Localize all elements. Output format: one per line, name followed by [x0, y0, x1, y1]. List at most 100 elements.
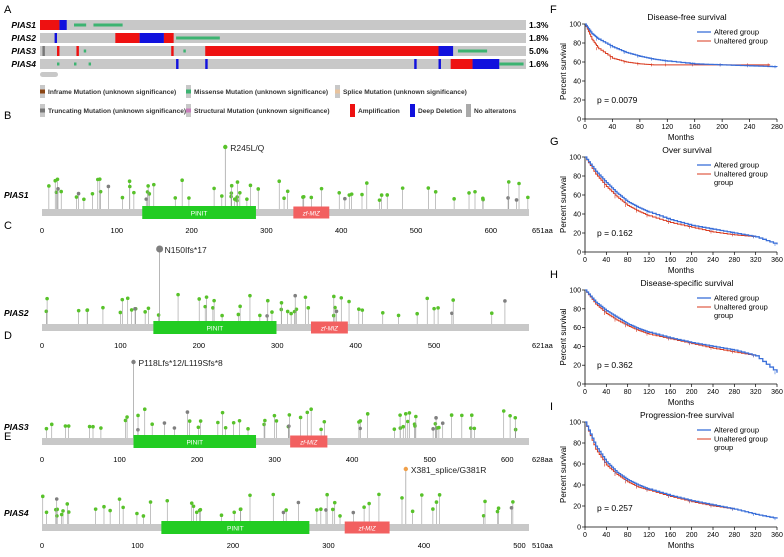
axis-tick-label: 100 [131, 541, 144, 550]
lollipop-head [220, 410, 225, 415]
lollipop-head [319, 427, 323, 432]
legend-label: Deep Deletion [418, 108, 462, 115]
lollipop-head [274, 419, 279, 423]
oncoprint-alteration [171, 46, 174, 56]
y-tick-label: 20 [573, 98, 581, 105]
lollipop-head [506, 180, 511, 184]
legend-label-group: group [714, 311, 733, 320]
lollipop-head [496, 506, 501, 511]
lollipop-head [319, 186, 324, 191]
lollipop-head [451, 298, 455, 302]
x-tick-label: 320 [750, 532, 762, 539]
lollipop-head [469, 413, 474, 417]
lollipop-head [127, 179, 132, 183]
x-axis-label: Months [668, 541, 694, 550]
lollipop-head [285, 309, 290, 314]
x-tick-label: 360 [771, 389, 783, 396]
survival-plot-2: 0 20 40 60 80 100 0 40 80 120 160 200 240 280 320 360 Mo… [559, 145, 783, 275]
lollipop-head [59, 189, 64, 194]
domain-label: PINIT [191, 211, 208, 218]
oncoprint-alteration [163, 33, 174, 43]
lollipop-head [495, 509, 500, 514]
lollipop-pias1: PIAS1 R245L/Q PINIT zf-MIZ 651aa 0 100 200 300 40… [4, 143, 554, 235]
x-tick-label: 120 [643, 532, 655, 539]
x-tick-label: 120 [661, 124, 673, 131]
legend-swatch [186, 108, 191, 113]
lollipop-head [413, 424, 417, 428]
panel-label-c: C [4, 220, 12, 232]
legend-label: Splice Mutation (unknown significance) [343, 89, 467, 96]
lollipop-head [481, 513, 486, 518]
lollipop-head [483, 499, 487, 504]
axis-tick-label: 600 [485, 226, 498, 235]
oncoprint-alteration [499, 62, 524, 66]
oncoprint-percent: 1.3% [529, 20, 549, 30]
lollipop-head [460, 413, 464, 418]
lollipop-head [407, 411, 412, 415]
protein-length-label: 628aa [532, 455, 554, 464]
protein-length-label: 510aa [532, 541, 554, 550]
lollipop-head [246, 427, 250, 431]
lollipop-head [431, 507, 435, 511]
y-tick-label: 80 [573, 306, 581, 313]
axis-tick-label: 500 [428, 341, 441, 350]
lollipop-head-highlight [156, 245, 164, 253]
lollipop-head [129, 308, 134, 312]
x-axis-label: Months [668, 398, 694, 407]
lollipop-head [203, 304, 207, 309]
lollipop-head [432, 306, 436, 311]
y-tick-label: 40 [573, 79, 581, 86]
lollipop-head [256, 187, 261, 191]
y-tick-label: 0 [577, 382, 581, 389]
axis-tick-label: 200 [227, 541, 240, 550]
pinit-domain [153, 321, 277, 334]
lollipop-plots: PIAS1 R245L/Q PINIT zf-MIZ 651aa 0 100 200 300 40… [4, 143, 554, 550]
lollipop-head [306, 306, 311, 310]
survival-plot-3: 0 20 40 60 80 100 0 40 80 120 160 200 240 280 320 360 Mo… [559, 278, 783, 407]
lollipop-head [284, 508, 288, 512]
x-tick-label: 40 [602, 257, 610, 264]
lollipop-head [49, 422, 54, 427]
lollipop-head [125, 296, 130, 301]
y-tick-label: 100 [569, 22, 581, 29]
lollipop-head [410, 509, 415, 514]
lollipop-head [436, 306, 440, 310]
y-axis-label: Percent survival [559, 446, 568, 503]
lollipop-head [152, 182, 156, 187]
lollipop-head [509, 506, 514, 510]
lollipop-head [238, 304, 242, 309]
lollipop-head [265, 298, 270, 303]
zf-miz-domain [344, 521, 390, 534]
lollipop-head [506, 196, 510, 200]
lollipop-head [235, 195, 239, 199]
lollipop-head [44, 309, 49, 314]
lollipop-head [56, 187, 60, 191]
lollipop-head [248, 493, 252, 498]
domain-label: PINIT [207, 326, 224, 333]
lollipop-head [271, 492, 276, 497]
lollipop-head [398, 413, 402, 417]
oncoprint-gene-label: PIAS2 [11, 33, 36, 43]
lollipop-head [248, 293, 252, 298]
lollipop-head [377, 492, 381, 497]
oncoprint-alteration [176, 36, 220, 40]
lollipop-pias4: PIAS4 X381_splice/G381R PINIT zf-MIZ 510aa 0 1… [4, 465, 554, 550]
lollipop-head [91, 424, 95, 429]
legend-label-unaltered: Unaltered group [714, 170, 768, 179]
x-tick-label: 280 [728, 532, 740, 539]
oncoprint-alteration [450, 59, 473, 69]
lollipop-head [330, 507, 335, 512]
lollipop-head [235, 180, 240, 184]
y-tick-label: 0 [577, 250, 581, 257]
lollipop-head [125, 415, 129, 419]
lollipop-head [85, 308, 90, 312]
x-tick-label: 40 [602, 532, 610, 539]
domain-label: zf-MIZ [302, 212, 320, 218]
lollipop-head [76, 308, 81, 313]
lollipop-head [145, 190, 150, 194]
protein-backbone [42, 438, 529, 445]
lollipop-head [53, 178, 58, 183]
oncoprint-alteration [57, 46, 60, 56]
y-tick-label: 80 [573, 174, 581, 181]
oncoprint-alteration [40, 20, 60, 30]
